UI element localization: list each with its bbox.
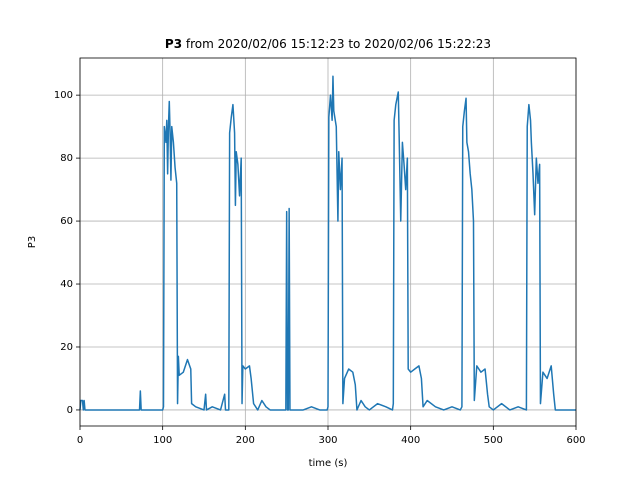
y-tick-label: 0: [67, 405, 73, 416]
data-line: [79, 75, 576, 411]
x-tick-label: 0: [77, 435, 83, 446]
y-tick-label: 20: [60, 342, 73, 353]
x-axis-label: time (s): [309, 458, 348, 469]
x-tick-label: 100: [153, 435, 172, 446]
x-tick-label: 200: [236, 435, 255, 446]
y-tick-label: 80: [60, 153, 73, 164]
y-tick-label: 100: [54, 90, 73, 101]
x-tick-label: 300: [318, 435, 337, 446]
y-tick-label: 60: [60, 216, 73, 227]
y-tick-label: 40: [60, 279, 73, 290]
y-axis-label: P3: [27, 236, 38, 248]
x-tick-label: 600: [566, 435, 585, 446]
chart-title: P3 from 2020/02/06 15:12:23 to 2020/02/0…: [165, 37, 491, 51]
title-rest: from 2020/02/06 15:12:23 to 2020/02/06 1…: [186, 37, 491, 51]
x-tick-label: 500: [484, 435, 503, 446]
x-tick-label: 400: [401, 435, 420, 446]
plot-frame: [79, 57, 577, 427]
title-bold: P3: [165, 37, 182, 51]
